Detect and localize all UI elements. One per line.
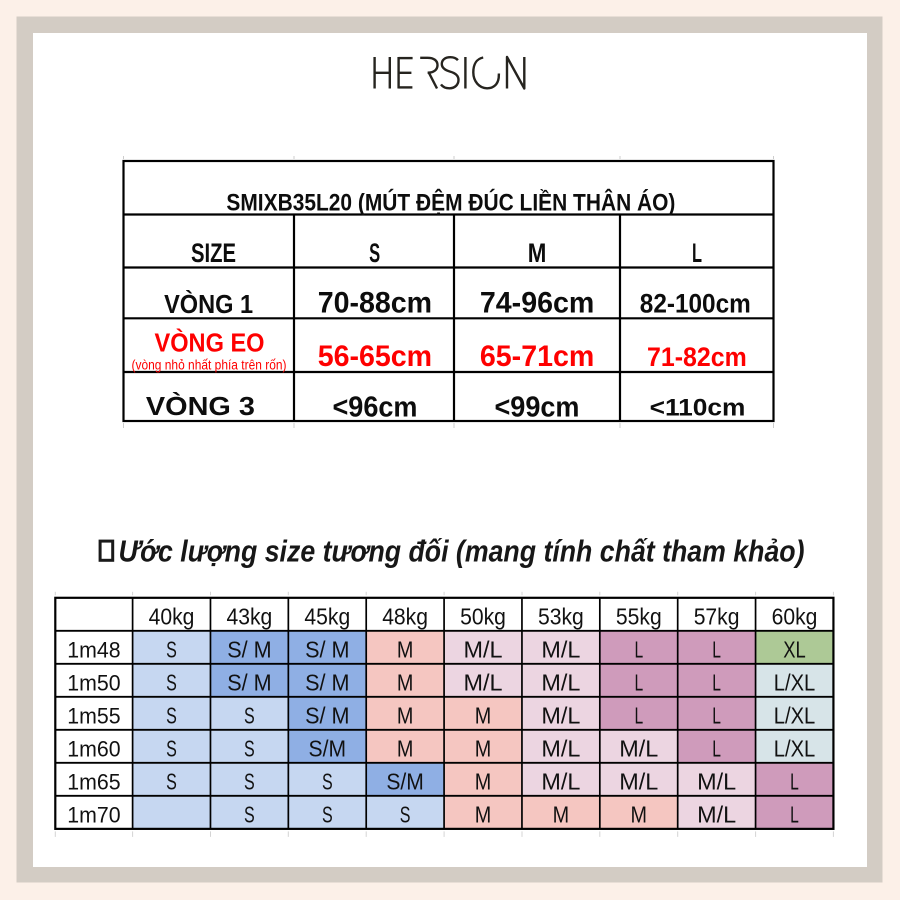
- svg-text:S/M: S/M: [309, 736, 347, 762]
- svg-text:M/L: M/L: [697, 769, 736, 795]
- svg-text:40kg: 40kg: [149, 603, 195, 629]
- svg-text:S: S: [400, 802, 411, 828]
- svg-text:S: S: [322, 769, 333, 795]
- svg-text:XL: XL: [783, 637, 806, 663]
- svg-text:M: M: [397, 637, 414, 663]
- svg-text:L/XL: L/XL: [774, 670, 816, 696]
- svg-text:S: S: [244, 736, 255, 762]
- svg-text:L: L: [712, 637, 721, 663]
- svg-text:L: L: [634, 703, 643, 729]
- svg-text:S/ M: S/ M: [227, 637, 271, 663]
- svg-text:82-100cm: 82-100cm: [640, 289, 751, 319]
- svg-text:L/XL: L/XL: [774, 703, 816, 729]
- svg-text:M/L: M/L: [541, 769, 580, 795]
- svg-text:56-65cm: 56-65cm: [318, 340, 432, 373]
- svg-text:M: M: [475, 703, 492, 729]
- svg-text:45kg: 45kg: [304, 603, 350, 629]
- svg-text:L: L: [634, 670, 643, 696]
- svg-text:M: M: [397, 703, 414, 729]
- svg-text:L: L: [790, 769, 799, 795]
- svg-text:M/L: M/L: [464, 670, 503, 696]
- svg-text:M: M: [397, 736, 414, 762]
- svg-text:70-88cm: 70-88cm: [318, 286, 432, 319]
- svg-text:L: L: [712, 670, 721, 696]
- svg-text:SMIXB35L20 (MÚT ĐỆM ĐÚC LIỀN T: SMIXB35L20 (MÚT ĐỆM ĐÚC LIỀN THÂN ÁO): [226, 188, 675, 216]
- svg-text:VÒNG 1: VÒNG 1: [164, 289, 253, 319]
- svg-text:S/ M: S/ M: [305, 703, 349, 729]
- svg-text:S: S: [369, 238, 380, 268]
- svg-text:53kg: 53kg: [538, 603, 584, 629]
- svg-text:L: L: [712, 703, 721, 729]
- svg-text:M/L: M/L: [697, 802, 736, 828]
- svg-text:S: S: [166, 637, 177, 663]
- svg-text:M: M: [397, 670, 414, 696]
- svg-text:M: M: [553, 802, 570, 828]
- svg-text:1m50: 1m50: [67, 671, 120, 696]
- svg-text:L: L: [634, 637, 643, 663]
- svg-text:50kg: 50kg: [460, 603, 506, 629]
- svg-text:M: M: [475, 802, 492, 828]
- svg-text:<99cm: <99cm: [495, 390, 580, 422]
- svg-text:<96cm: <96cm: [333, 390, 418, 422]
- svg-text:S: S: [166, 736, 177, 762]
- svg-text:M: M: [475, 736, 492, 762]
- svg-text:74-96cm: 74-96cm: [480, 286, 594, 319]
- svg-text:1m55: 1m55: [67, 704, 120, 729]
- svg-text:S/M: S/M: [386, 769, 424, 795]
- svg-text:M/L: M/L: [619, 736, 658, 762]
- svg-text:M/L: M/L: [619, 769, 658, 795]
- svg-text:L: L: [692, 238, 702, 268]
- svg-text:VÒNG 3: VÒNG 3: [146, 391, 255, 421]
- svg-text:60kg: 60kg: [772, 603, 818, 629]
- svg-text:S: S: [166, 670, 177, 696]
- svg-text:M/L: M/L: [541, 703, 580, 729]
- svg-text:57kg: 57kg: [694, 603, 740, 629]
- svg-text:S/ M: S/ M: [227, 670, 271, 696]
- svg-text:1m65: 1m65: [67, 770, 120, 795]
- svg-text:M: M: [475, 769, 492, 795]
- svg-text:<110cm: <110cm: [650, 396, 746, 422]
- svg-text:S: S: [244, 769, 255, 795]
- svg-text:48kg: 48kg: [382, 603, 428, 629]
- svg-text:S: S: [322, 802, 333, 828]
- svg-text:VÒNG EO: VÒNG EO: [155, 328, 265, 358]
- svg-text:M/L: M/L: [541, 637, 580, 663]
- svg-text:M: M: [528, 238, 547, 268]
- svg-text:71-82cm: 71-82cm: [647, 342, 747, 372]
- svg-text:S: S: [166, 769, 177, 795]
- svg-text:Ước lượng size tương đối (mang: Ước lượng size tương đối (mang tính chất…: [119, 534, 805, 569]
- svg-text:L: L: [712, 736, 721, 762]
- svg-text:M/L: M/L: [464, 637, 503, 663]
- svg-text:S: S: [244, 703, 255, 729]
- svg-text:SIZE: SIZE: [191, 238, 236, 268]
- svg-text:S/ M: S/ M: [305, 637, 349, 663]
- svg-text:65-71cm: 65-71cm: [480, 340, 594, 373]
- svg-text:L/XL: L/XL: [774, 736, 816, 762]
- svg-text:S: S: [244, 802, 255, 828]
- svg-text:(vòng nhỏ nhất phía trên rốn): (vòng nhỏ nhất phía trên rốn): [132, 358, 287, 373]
- svg-text:1m70: 1m70: [67, 803, 120, 828]
- svg-text:L: L: [790, 802, 799, 828]
- svg-text:M: M: [631, 802, 648, 828]
- svg-text:1m60: 1m60: [67, 737, 120, 762]
- svg-text:1m48: 1m48: [67, 638, 120, 663]
- svg-text:M/L: M/L: [541, 670, 580, 696]
- svg-text:S: S: [166, 703, 177, 729]
- svg-text:43kg: 43kg: [227, 603, 273, 629]
- svg-text:S/ M: S/ M: [305, 670, 349, 696]
- svg-text:55kg: 55kg: [616, 603, 662, 629]
- svg-text:M/L: M/L: [541, 736, 580, 762]
